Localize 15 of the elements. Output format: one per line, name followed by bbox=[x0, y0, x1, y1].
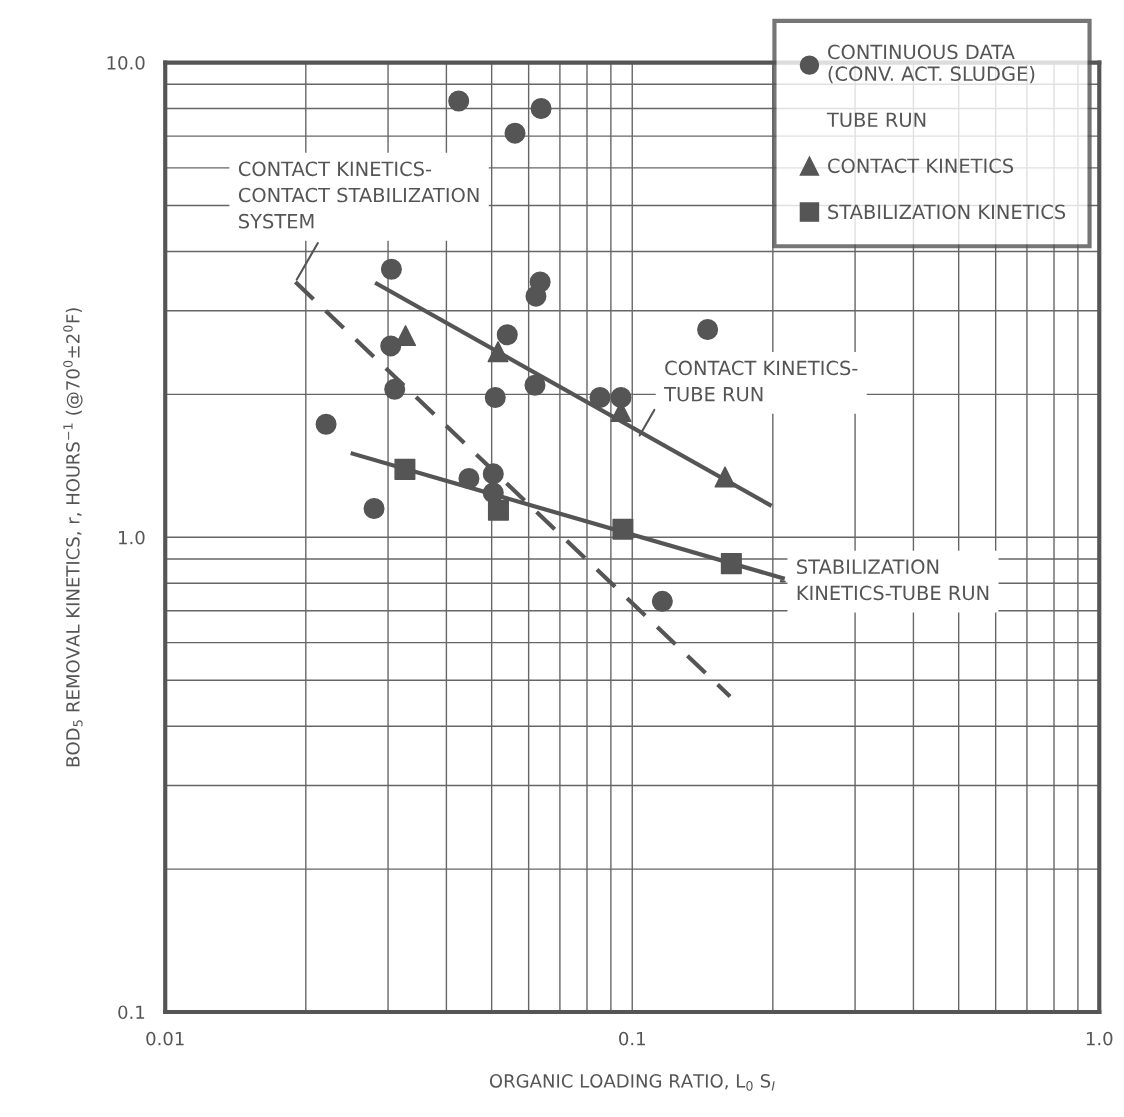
y-tick-label: 10.0 bbox=[107, 56, 145, 70]
x-tick-label: 1.0 bbox=[1086, 1031, 1113, 1046]
annotation: CONTACT KINETICS- TUBE RUN bbox=[664, 360, 858, 402]
annotation: CONTACT KINETICS- CONTACT STABILIZATION SYSTEM bbox=[238, 161, 479, 229]
legend-label: CONTACT KINETICS bbox=[828, 158, 1014, 174]
legend-title: TUBE RUN bbox=[826, 112, 926, 128]
legend-label: STABILIZATION KINETICS bbox=[828, 204, 1066, 220]
x-tick-label: 0.1 bbox=[619, 1031, 645, 1046]
legend-label: CONTINUOUS DATA (CONV. ACT. SLUDGE) bbox=[828, 44, 1035, 84]
y-tick-label: 1.0 bbox=[119, 530, 145, 545]
text: BOD$_{5}$ REMOVAL KINETICS, r, HOURS$^{−1}$ (@70$^{0}$±2$^{0}$F) bbox=[63, 308, 83, 767]
x-tick-label: 0.01 bbox=[146, 1031, 184, 1046]
annotation: STABILIZATION KINETICS-TUBE RUN bbox=[797, 559, 989, 601]
x-axis-title: ORGANIC LOADING RATIO, L$_{0}$ S$_{I}$ bbox=[489, 1074, 775, 1091]
y-tick-label: 0.1 bbox=[118, 1005, 145, 1020]
